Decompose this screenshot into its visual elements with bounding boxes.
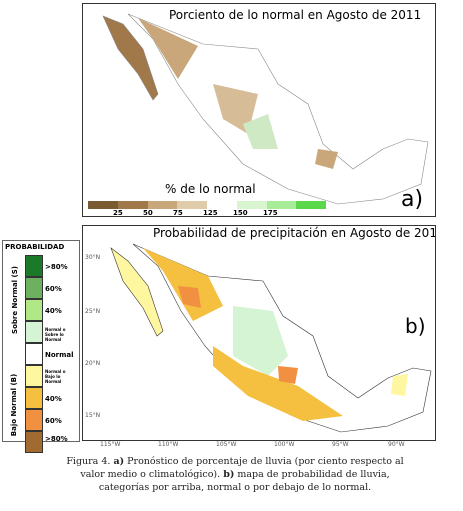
legend-item: >80% (45, 263, 68, 271)
caption-b-text: mapa de probabilidad de lluvia, categorí… (98, 469, 390, 493)
map-a-title: Porciento de lo normal en Agosto de 2011 (169, 8, 422, 22)
legend-item: 60% (45, 417, 62, 425)
legend-label: 150 (233, 209, 248, 217)
legend-item: 60% (45, 285, 62, 293)
caption-a-text: Pronóstico de porcentaje de lluvia (por … (80, 456, 404, 480)
map-b-shape (110, 243, 432, 433)
legend-a-title: % de lo normal (165, 182, 256, 196)
map-b: Probabilidad de precipitación en Agosto … (82, 225, 436, 441)
lon-label: 100°W (274, 441, 295, 448)
lat-label: 20°N (85, 360, 101, 367)
lon-label: 110°W (158, 441, 179, 448)
panel-label: b) (405, 314, 426, 338)
lon-label: 95°W (332, 441, 349, 448)
lat-label: 15°N (85, 412, 101, 419)
legend-label: 125 (203, 209, 218, 217)
legend-a-bar (88, 201, 326, 209)
legend-item: Normal o Bajo lo Normal (45, 369, 66, 384)
legend-b: PROBABILIDAD >80% 60% 40% Normal o Sobre… (2, 240, 80, 453)
lon-label: 115°W (100, 441, 121, 448)
lat-label: 30°N (85, 254, 101, 261)
legend-item: 40% (45, 395, 62, 403)
legend-label: 75 (173, 209, 183, 217)
legend-b-title: PROBABILIDAD (5, 243, 65, 251)
caption-a-label: a) (113, 456, 125, 467)
legend-label: 25 (113, 209, 123, 217)
caption-b-label: b) (223, 469, 235, 480)
legend-b-swatches (25, 255, 43, 453)
lon-labels: 115°W 110°W 105°W 100°W 95°W 90°W (82, 441, 434, 451)
legend-label: 50 (143, 209, 153, 217)
legend-item: >80% (45, 435, 68, 443)
legend-item: 40% (45, 307, 62, 315)
legend-group: Sobre Normal (S) (10, 266, 19, 334)
map-a: Porciento de lo normal en Agosto de 2011… (82, 3, 436, 217)
legend-group: Bajo Normal (B) (10, 373, 19, 437)
panel-label: a) (401, 187, 424, 212)
lon-label: 105°W (216, 441, 237, 448)
legend-label: 175 (263, 209, 278, 217)
map-b-title: Probabilidad de precipitación en Agosto … (153, 226, 436, 240)
lon-label: 90°W (388, 441, 405, 448)
legend-item: Normal (45, 351, 74, 359)
caption-label: Figura 4. (66, 456, 111, 467)
lat-label: 25°N (85, 308, 101, 315)
legend-a-labels: 25 50 75 125 150 175 (83, 209, 435, 217)
legend-item: Normal o Sobre lo Normal (45, 327, 66, 342)
map-a-shape (102, 13, 429, 205)
caption: Figura 4. a) Pronóstico de porcentaje de… (60, 455, 410, 494)
